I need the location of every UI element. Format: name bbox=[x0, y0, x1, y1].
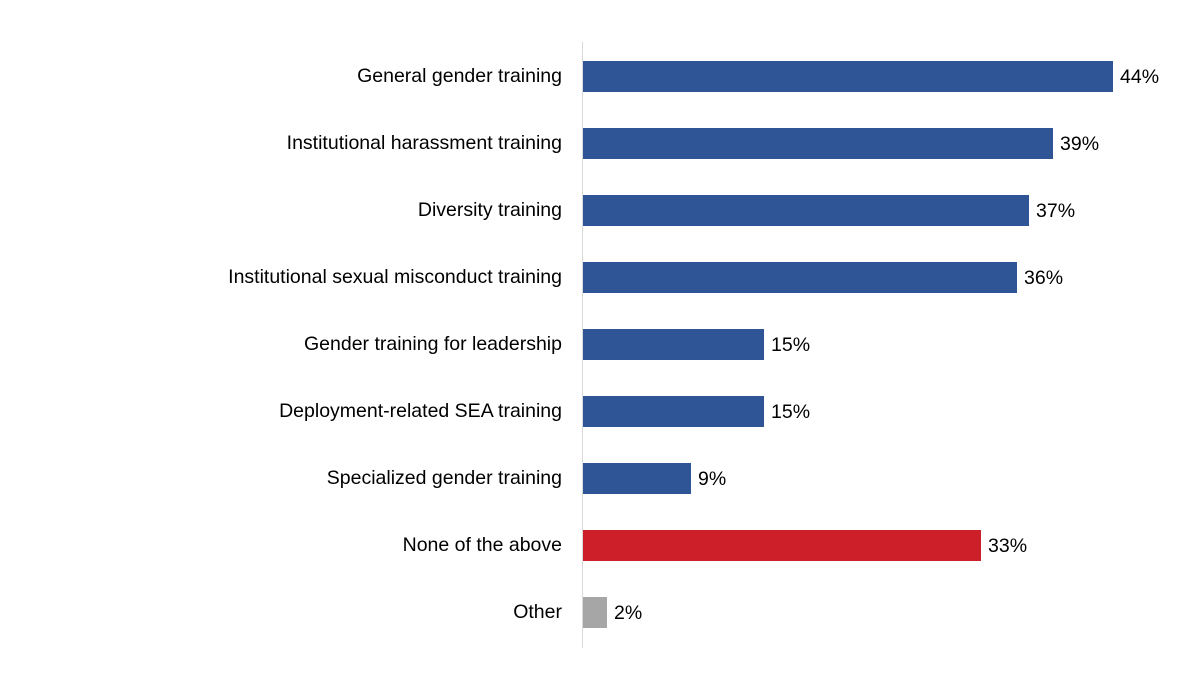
bar bbox=[583, 262, 1017, 293]
bar bbox=[583, 128, 1053, 159]
bar bbox=[583, 530, 981, 561]
bar bbox=[583, 463, 691, 494]
category-label: Diversity training bbox=[417, 199, 562, 221]
bar-row: Diversity training 37% bbox=[0, 195, 1200, 226]
bar bbox=[583, 597, 607, 628]
category-label: Gender training for leadership bbox=[304, 333, 562, 355]
bar-row: Deployment-related SEA training 15% bbox=[0, 396, 1200, 427]
value-label: 15% bbox=[771, 401, 811, 423]
value-label: 2% bbox=[614, 602, 643, 624]
value-label: 9% bbox=[698, 468, 727, 490]
bar-row: Specialized gender training 9% bbox=[0, 463, 1200, 494]
category-label: General gender training bbox=[357, 65, 562, 87]
category-label: Institutional sexual misconduct training bbox=[228, 266, 562, 288]
value-label: 44% bbox=[1120, 66, 1160, 88]
value-label: 37% bbox=[1036, 200, 1076, 222]
value-label: 36% bbox=[1024, 267, 1064, 289]
category-label: None of the above bbox=[402, 534, 562, 556]
category-axis-line bbox=[582, 42, 583, 648]
bar-row: Gender training for leadership 15% bbox=[0, 329, 1200, 360]
category-label: Specialized gender training bbox=[326, 467, 562, 489]
bar bbox=[583, 396, 764, 427]
category-label: Other bbox=[513, 601, 562, 623]
bar-row: Institutional harassment training 39% bbox=[0, 128, 1200, 159]
bar-row: Institutional sexual misconduct training… bbox=[0, 262, 1200, 293]
bar bbox=[583, 195, 1029, 226]
value-label: 15% bbox=[771, 334, 811, 356]
bar-row: Other 2% bbox=[0, 597, 1200, 628]
bar-row: None of the above 33% bbox=[0, 530, 1200, 561]
category-label: Deployment-related SEA training bbox=[279, 400, 562, 422]
bar bbox=[583, 329, 764, 360]
bar bbox=[583, 61, 1113, 92]
value-label: 39% bbox=[1060, 133, 1100, 155]
bar-row: General gender training 44% bbox=[0, 61, 1200, 92]
value-label: 33% bbox=[988, 535, 1028, 557]
category-label: Institutional harassment training bbox=[286, 132, 562, 154]
